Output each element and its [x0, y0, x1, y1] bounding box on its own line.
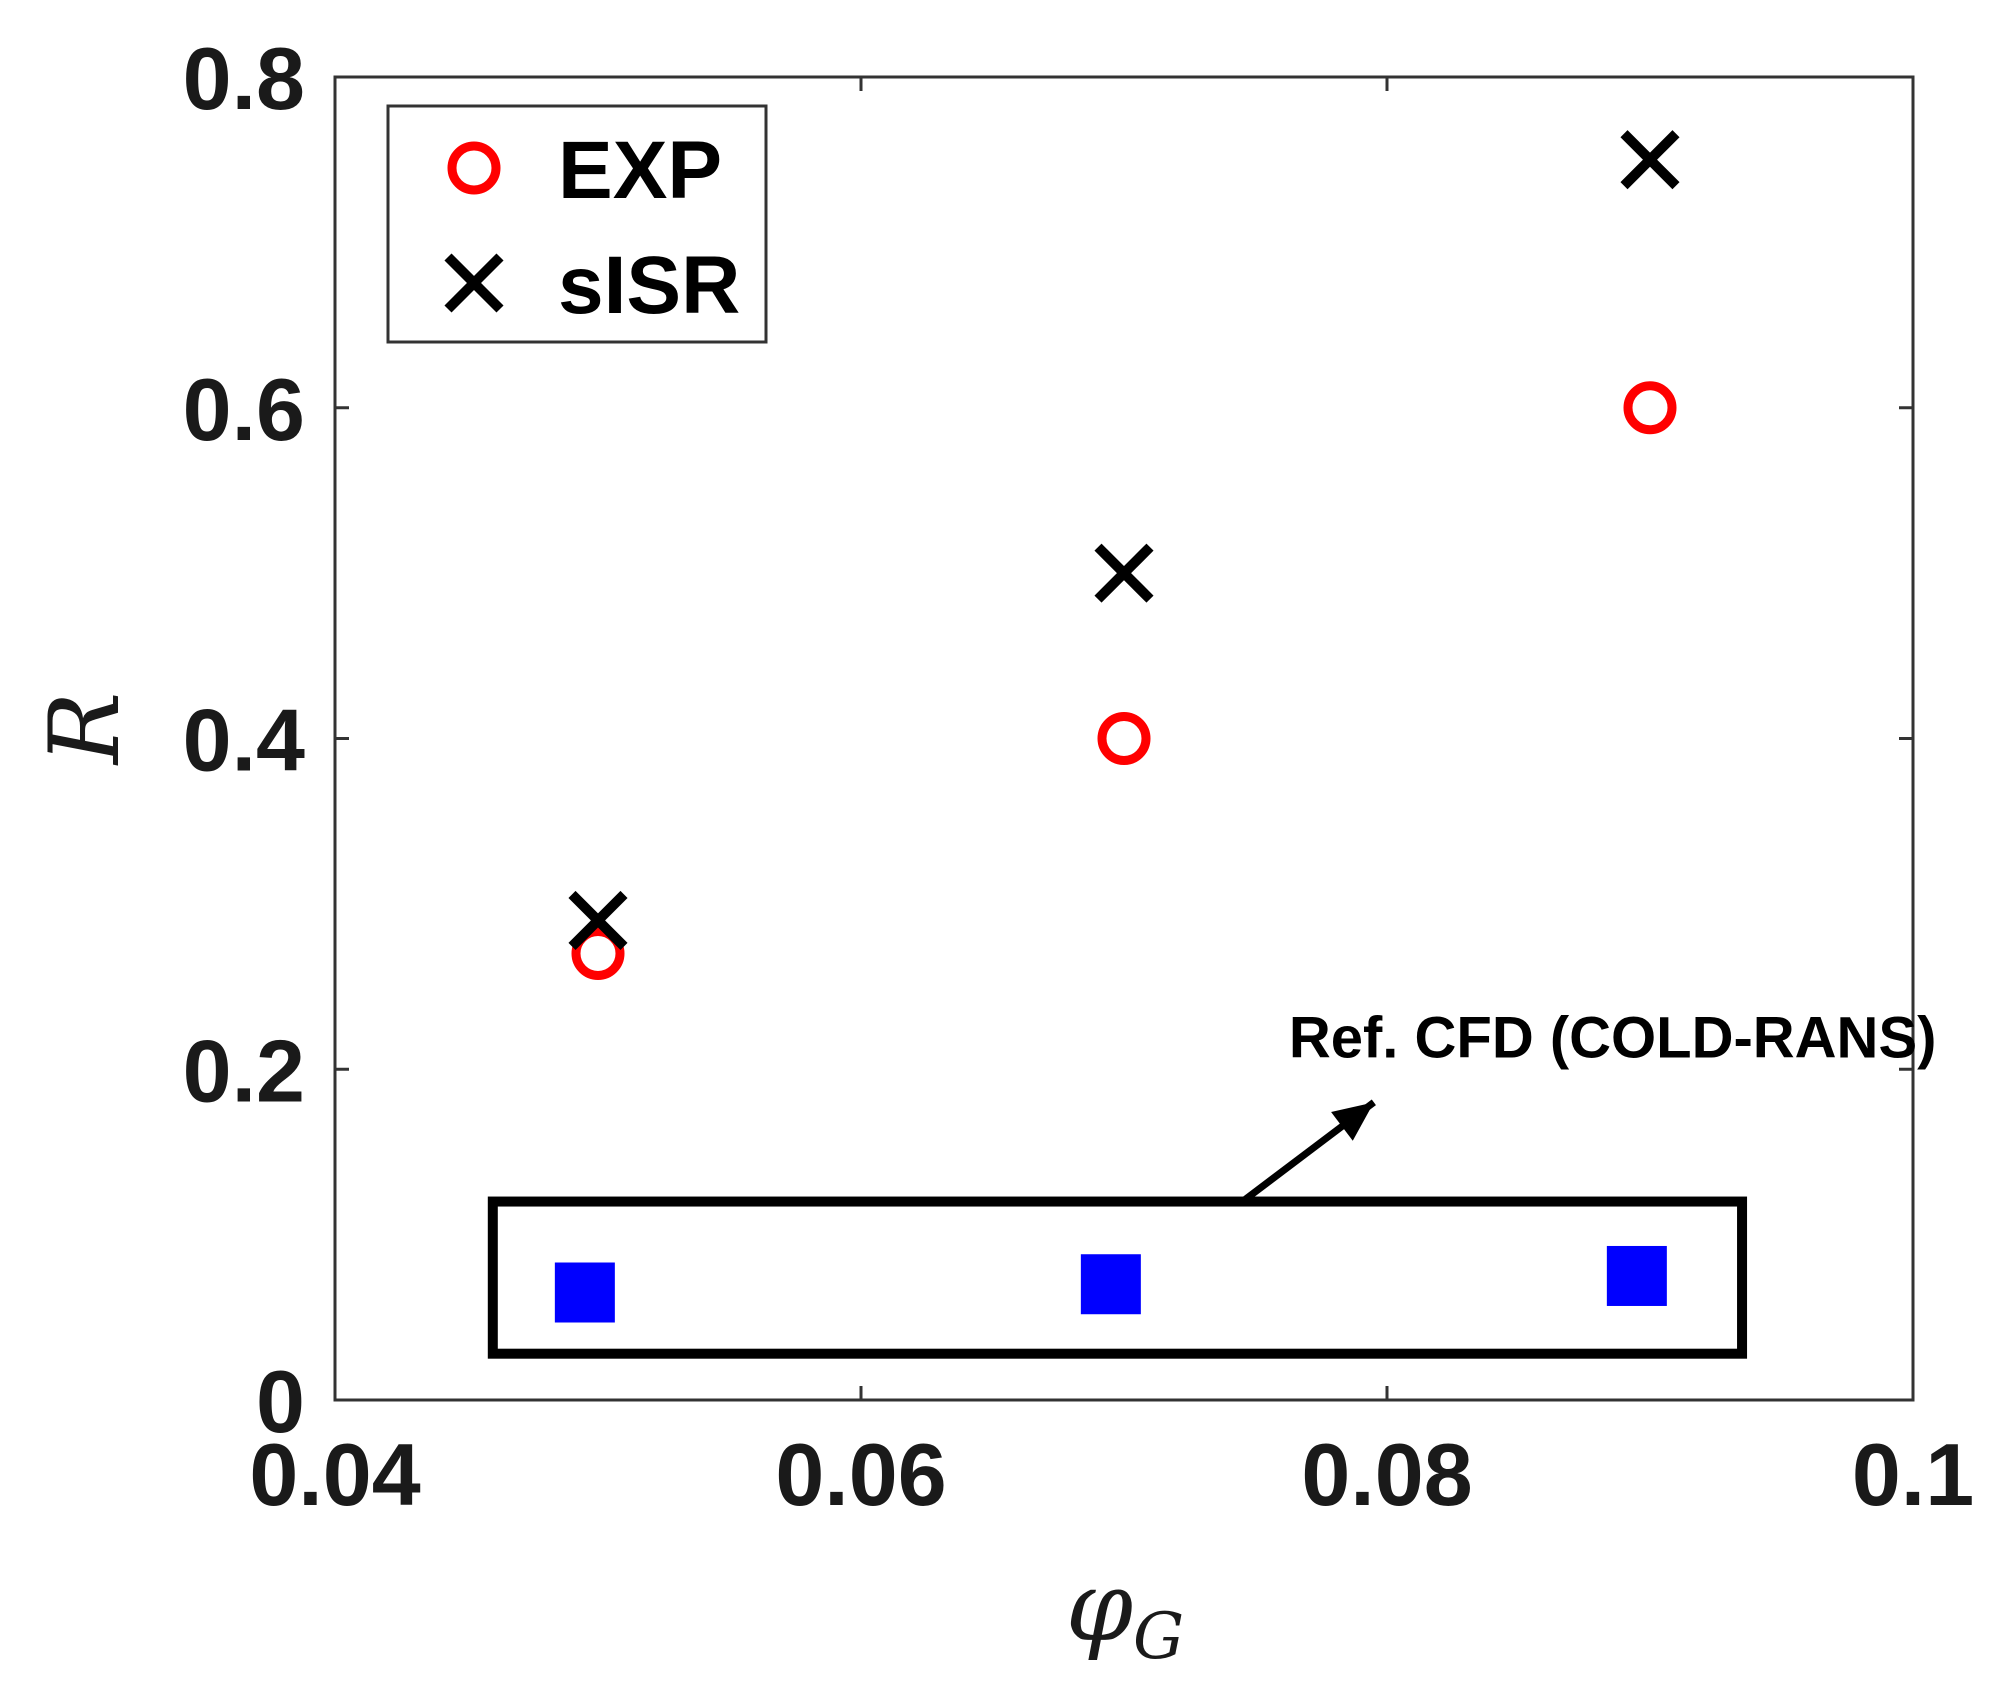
sisr-point — [568, 890, 628, 950]
x-axis-label: φG — [1066, 1551, 1184, 1674]
annotation-box — [487, 1196, 1748, 1359]
x-tick-label: 0.1 — [1852, 1425, 1974, 1524]
annotation-text: Ref. CFD (COLD-RANS) — [1289, 1005, 1937, 1070]
legend-marker-sisr — [444, 253, 504, 313]
cfd-point — [1606, 1245, 1667, 1306]
sisr-point-stroke — [568, 890, 628, 950]
legend-label: EXP — [558, 125, 722, 216]
sisr-point — [1620, 130, 1680, 190]
cfd-point — [554, 1262, 615, 1323]
axis-ticks: 0.04 0.06 0.08 0.1 0 0.2 0.4 0.6 0.8 — [183, 29, 1975, 1524]
x-tick-label: 0.06 — [775, 1425, 946, 1524]
sisr-point — [1094, 543, 1154, 603]
data-marks — [554, 130, 1680, 1323]
cfd-point — [1080, 1254, 1141, 1315]
y-tick-label: 0 — [256, 1352, 305, 1451]
annotation-arrowhead — [1331, 1102, 1374, 1141]
exp-point — [1623, 381, 1677, 435]
x-axis-label-main: φ — [1066, 1551, 1133, 1663]
legend-marker-exp — [447, 141, 501, 195]
sisr-point-stroke — [1620, 130, 1680, 190]
annotation: Ref. CFD (COLD-RANS) — [487, 1005, 1937, 1359]
y-axis-label: R — [29, 692, 141, 766]
y-tick-label: 0.6 — [183, 360, 305, 459]
y-tick-label: 0.4 — [183, 691, 305, 790]
sisr-point-stroke — [1094, 543, 1154, 603]
y-tick-label: 0.8 — [183, 29, 305, 128]
y-tick-label: 0.2 — [183, 1021, 305, 1120]
legend: EXP sISR — [386, 104, 768, 344]
x-tick-label: 0.04 — [249, 1425, 420, 1524]
exp-point — [1097, 712, 1151, 765]
exp-point — [571, 926, 625, 980]
x-tick-label: 0.08 — [1301, 1425, 1472, 1524]
legend-marker-stroke — [444, 253, 504, 313]
x-axis-label-subscript: G — [1133, 1600, 1184, 1674]
legend-label: sISR — [558, 240, 740, 331]
